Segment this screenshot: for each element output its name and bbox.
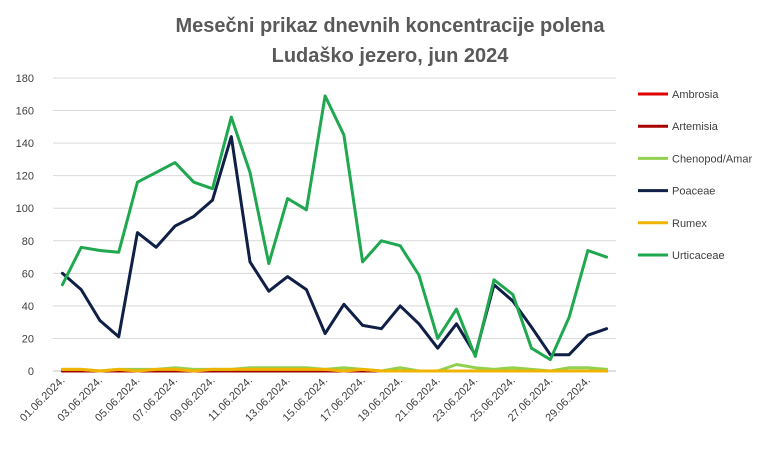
series-line-urticaceae xyxy=(60,94,609,362)
y-tick-label: 180 xyxy=(16,73,34,85)
y-tick-label: 80 xyxy=(22,236,34,248)
legend-label-ambrosia: Ambrosia xyxy=(672,89,719,101)
legend-label-urticaceae: Urticaceae xyxy=(672,250,725,262)
y-tick-label: 60 xyxy=(22,268,34,280)
legend-label-rumex: Rumex xyxy=(672,218,707,230)
y-tick-label: 40 xyxy=(22,301,34,313)
y-tick-label: 140 xyxy=(16,138,34,150)
y-tick-label: 100 xyxy=(16,203,34,215)
x-axis-ticks: 01.06.2024.03.06.2024.05.06.2024.07.06.2… xyxy=(18,375,593,425)
chart-title-line-2: Ludaško jezero, jun 2024 xyxy=(272,45,510,67)
legend-label-chenopod-amar: Chenopod/Amar xyxy=(672,153,752,165)
series-line-poaceae xyxy=(60,135,609,357)
y-tick-label: 160 xyxy=(16,106,34,118)
y-tick-label: 0 xyxy=(28,366,34,378)
y-axis-ticks: 0 20 40 60 80 100 120 140 160 180 xyxy=(16,73,34,378)
series-line-rumex xyxy=(60,367,609,373)
y-tick-label: 120 xyxy=(16,171,34,183)
legend-label-poaceae: Poaceae xyxy=(672,186,715,198)
legend-label-artemisia: Artemisia xyxy=(672,121,719,133)
series-lines xyxy=(60,94,609,373)
y-tick-label: 20 xyxy=(22,333,34,345)
chart-title-line-1: Mesečni prikaz dnevnih koncentracije pol… xyxy=(175,15,605,37)
legend: Ambrosia Artemisia Chenopod/Amar Poaceae Rum… xyxy=(638,89,752,262)
